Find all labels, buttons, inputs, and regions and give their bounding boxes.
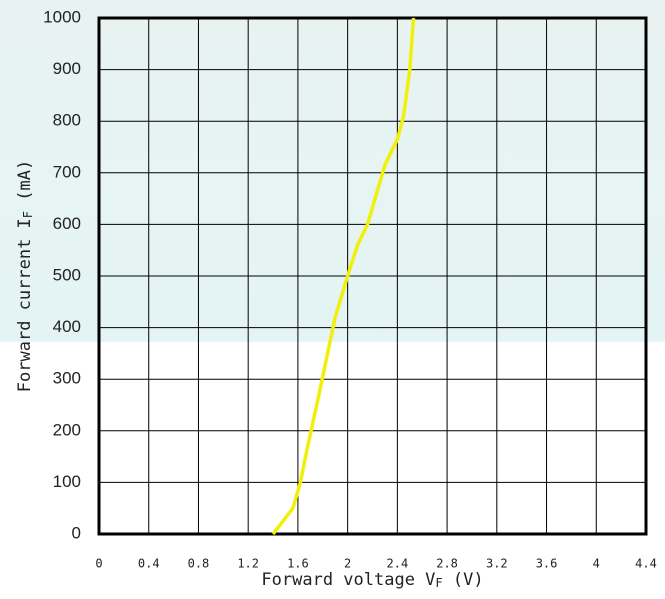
x-tick-label: 1.2 [237, 557, 259, 571]
y-axis-label-part: Forward current I [15, 218, 35, 392]
x-tick-label: 0 [95, 557, 102, 571]
x-tick-label: 4 [593, 557, 600, 571]
x-tick-label: 0.8 [188, 557, 210, 571]
y-tick-label: 100 [53, 472, 81, 491]
x-tick-label: 2.8 [436, 557, 458, 571]
y-tick-label: 600 [53, 214, 81, 233]
x-tick-label: 1.6 [287, 557, 309, 571]
y-tick-label: 0 [72, 523, 81, 542]
x-axis-label-part: (V) [443, 570, 484, 590]
x-tick-label: 0.4 [138, 557, 160, 571]
plot-frame [97, 16, 648, 536]
x-tick-label: 4.4 [635, 557, 657, 571]
data-line [271, 17, 416, 536]
y-tick-label: 300 [53, 369, 81, 388]
y-tick-label: 400 [53, 317, 81, 336]
y-tick-label: 200 [53, 420, 81, 439]
x-axis-label-part: F [435, 576, 442, 590]
y-tick-label: 1000 [43, 7, 81, 26]
y-axis-label-part: F [21, 211, 35, 218]
y-tick-label: 800 [53, 111, 81, 130]
y-axis-label-part: (mA) [15, 160, 35, 211]
y-tick-label: 700 [53, 162, 81, 181]
x-tick-label: 3.6 [536, 557, 558, 571]
x-tick-label: 2 [344, 557, 351, 571]
y-axis-label: Forward current IF (mA) [15, 160, 35, 392]
x-tick-label: 3.2 [486, 557, 508, 571]
x-axis-label-part: Forward voltage V [261, 570, 435, 590]
y-tick-label: 900 [53, 59, 81, 78]
x-axis-label: Forward voltage VF (V) [261, 570, 483, 590]
x-tick-label: 2.4 [387, 557, 409, 571]
y-tick-label: 500 [53, 265, 81, 284]
